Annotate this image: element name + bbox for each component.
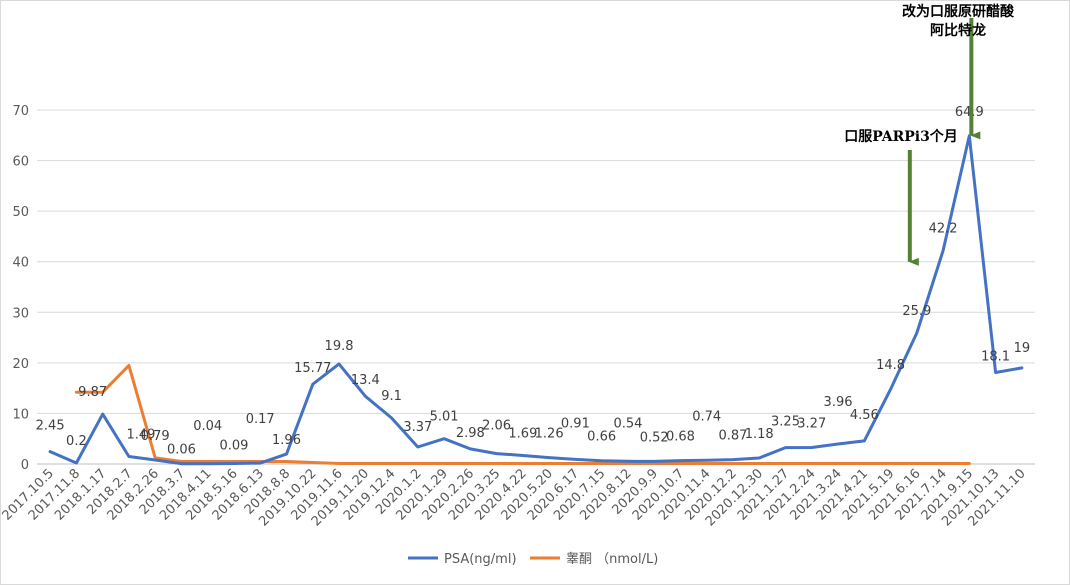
testosterone-series-line [74, 363, 971, 465]
legend: PSA(ng/ml) 睾酮 （nmol/L) [408, 551, 658, 567]
psa-data-label: 3.27 [797, 416, 826, 431]
psa-data-label: 19.8 [325, 339, 354, 354]
y-tick-label: 50 [12, 205, 29, 220]
psa-data-label: 13.4 [351, 373, 380, 388]
y-tick-label: 0 [21, 458, 29, 473]
psa-data-label: 0.06 [167, 443, 196, 458]
psa-data-label: 0.91 [561, 416, 590, 431]
psa-data-label: 0.87 [718, 429, 747, 444]
psa-data-label: 19 [1014, 341, 1031, 356]
psa-data-label: 3.96 [824, 395, 853, 410]
psa-data-label: 15.77 [294, 361, 331, 376]
abiraterone-annotation-text: 改为口服原研醋酸 [902, 3, 1015, 20]
y-tick-label: 60 [12, 155, 29, 170]
psa-data-label: 0.09 [219, 439, 248, 454]
psa-data-label: 1.26 [535, 427, 564, 442]
psa-data-label: 0.79 [141, 429, 170, 444]
psa-data-label: 2.45 [36, 419, 65, 434]
psa-data-label: 0.17 [246, 412, 275, 427]
y-tick-label: 10 [12, 407, 29, 422]
y-tick-label: 70 [12, 104, 29, 119]
psa-data-label: 0.74 [692, 409, 721, 424]
psa-data-label: 1.69 [508, 426, 537, 441]
series-lines [48, 134, 1024, 466]
psa-data-label: 42.2 [929, 222, 958, 237]
psa-data-label: 0.54 [613, 416, 642, 431]
y-tick-label: 30 [12, 306, 29, 321]
psa-data-label: 0.66 [587, 430, 616, 445]
abiraterone-annotation-text: 阿比特龙 [930, 22, 986, 39]
legend-testosterone-label: 睾酮 （nmol/L) [566, 551, 658, 567]
y-tick-label: 40 [12, 256, 29, 271]
psa-data-label: 5.01 [430, 410, 459, 425]
psa-data-label: 1.96 [272, 433, 301, 448]
parpi-annotation-text: 口服PARPi3个月 [844, 128, 958, 145]
psa-data-label: 0.04 [193, 419, 222, 434]
psa-data-label: 2.06 [482, 419, 511, 434]
psa-data-label: 0.52 [640, 430, 669, 445]
psa-data-label: 4.56 [850, 408, 879, 423]
y-tick-label: 20 [12, 357, 29, 372]
psa-data-label: 3.37 [403, 420, 432, 435]
psa-series-line [48, 134, 1024, 466]
psa-data-label: 9.87 [78, 385, 107, 400]
psa-data-label: 14.8 [876, 358, 905, 373]
psa-data-label: 18.1 [981, 349, 1010, 364]
data-labels: 2.450.2 9.87 1.490.790.06 0.04 0.09 0.17 1.96 1… [36, 105, 1030, 458]
y-axis-ticks: 0 10 20 30 40 50 60 70 [12, 104, 29, 473]
psa-data-label: 3.25 [771, 415, 800, 430]
psa-data-label: 9.1 [381, 389, 402, 404]
psa-data-label: 1.49 [126, 427, 155, 442]
psa-data-label: 0.68 [666, 430, 695, 445]
psa-data-label: 25.9 [902, 304, 931, 319]
legend-psa-label: PSA(ng/ml) [444, 552, 517, 567]
psa-data-label: 0.2 [66, 434, 87, 449]
psa-data-label: 1.18 [745, 427, 774, 442]
psa-data-label: 2.98 [456, 426, 485, 441]
